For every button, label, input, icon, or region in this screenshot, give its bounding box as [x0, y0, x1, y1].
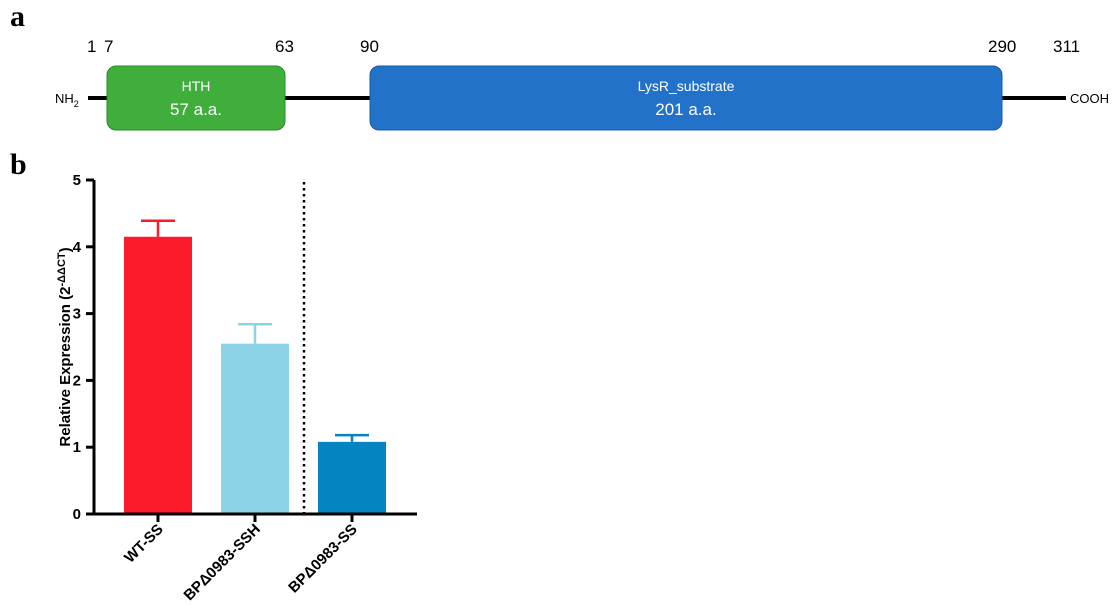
bar-bpδ0983-ss	[318, 441, 386, 514]
x-tick-marks	[156, 514, 354, 522]
protein-domain-diagram: NH2 COOH 1 7 63 90 290 311 HTH 57 a.a. L…	[55, 37, 1109, 131]
bars-layer	[124, 219, 386, 514]
y-ticks: 0 1 2 3 4 5	[73, 172, 94, 523]
c-terminus-label: COOH	[1070, 91, 1109, 106]
lysr-domain-box	[369, 65, 1003, 131]
y-tick-label: 2	[73, 372, 81, 389]
hth-domain-name: HTH	[182, 78, 211, 94]
bar-chart: 0 1 2 3 4 5 Relative Expression (2-ΔΔCT) WT-S…	[56, 172, 417, 604]
lysr-domain-length: 201 a.a.	[655, 100, 716, 119]
position-label-311: 311	[1053, 37, 1080, 56]
n-terminus-label: NH2	[55, 91, 79, 109]
hth-domain-box	[106, 65, 286, 131]
position-label-290: 290	[988, 37, 1016, 56]
hth-domain-length: 57 a.a.	[170, 100, 222, 119]
position-label-1: 1	[87, 37, 96, 56]
position-label-7: 7	[104, 37, 113, 56]
y-tick-label: 5	[73, 172, 81, 189]
position-label-90: 90	[360, 37, 379, 56]
bar-wt-ss	[124, 236, 192, 514]
panel-a-letter: a	[10, 0, 25, 33]
x-category-labels: WT-SS BPΔ0983-SSH BPΔ0983-SS	[121, 521, 361, 604]
y-tick-label: 4	[73, 239, 82, 256]
y-tick-label: 0	[73, 506, 81, 523]
position-label-63: 63	[275, 37, 294, 56]
x-category-label: BPΔ0983-SSH	[181, 521, 264, 604]
hth-domain: HTH 57 a.a.	[106, 65, 286, 131]
panel-b-letter: b	[10, 148, 27, 181]
y-tick-label: 1	[73, 439, 81, 456]
lysr-domain-name: LysR_substrate	[638, 78, 735, 94]
x-category-label: BPΔ0983-SS	[285, 521, 361, 597]
x-category-label: WT-SS	[121, 521, 167, 567]
y-tick-label: 3	[73, 306, 81, 323]
lysr-domain: LysR_substrate 201 a.a.	[369, 65, 1003, 131]
bar-bpδ0983-ssh	[221, 343, 289, 514]
y-axis-label: Relative Expression (2-ΔΔCT)	[56, 247, 74, 446]
